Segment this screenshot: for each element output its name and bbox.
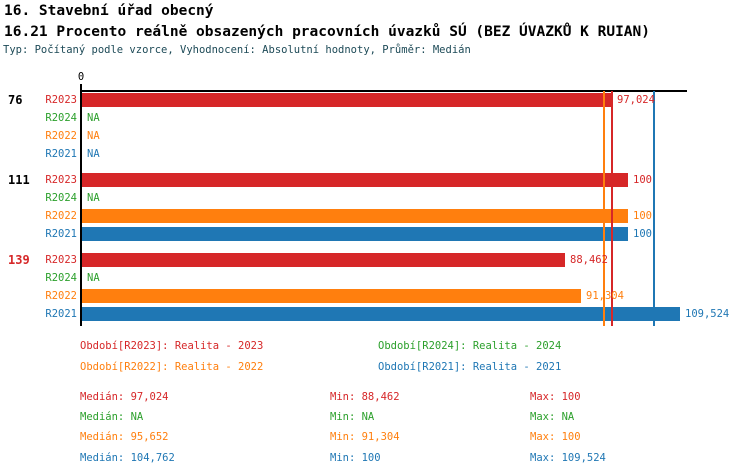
bar-value-label: 88,462 (570, 254, 608, 266)
chart-subtitle: 16.21 Procento reálně obsazených pracovn… (4, 24, 651, 40)
group-label-139: 139 (8, 253, 30, 267)
series-label-r2024: R2024 (45, 272, 77, 284)
stat-median-r2022: Medián: 95,652 (80, 431, 169, 443)
group-label-111: 111 (8, 173, 30, 187)
bar-value-label: NA (87, 130, 100, 142)
stat-max-r2022: Max: 100 (530, 431, 581, 443)
series-label-r2021: R2021 (45, 228, 77, 240)
bar-r2021-group-111[interactable] (82, 227, 628, 241)
stat-median-r2024: Medián: NA (80, 411, 144, 423)
bar-value-label: NA (87, 272, 100, 284)
series-label-r2023: R2023 (45, 174, 77, 186)
series-label-r2023: R2023 (45, 94, 77, 106)
bar-value-label: NA (87, 112, 100, 124)
bar-value-label: 100 (633, 174, 652, 186)
stat-max-r2023: Max: 100 (530, 391, 581, 403)
median-line-r2022 (603, 91, 605, 326)
series-label-r2023: R2023 (45, 254, 77, 266)
group-label-76: 76 (8, 93, 23, 107)
bar-r2023-group-139[interactable] (82, 253, 565, 267)
stat-min-r2024: Min: NA (330, 411, 375, 423)
bar-value-label: 91,304 (586, 290, 624, 302)
series-label-r2022: R2022 (45, 130, 77, 142)
bar-value-label: 100 (633, 210, 652, 222)
x-axis-line (80, 90, 687, 92)
bar-r2021-group-139[interactable] (82, 307, 680, 321)
stat-min-r2022: Min: 91,304 (330, 431, 400, 443)
bar-r2022-group-139[interactable] (82, 289, 581, 303)
series-label-r2021: R2021 (45, 148, 77, 160)
stat-max-r2021: Max: 109,524 (530, 452, 606, 464)
legend-item-r2021: Období[R2021]: Realita - 2021 (378, 361, 562, 373)
median-line-r2021 (653, 91, 655, 326)
bar-r2023-group-111[interactable] (82, 173, 628, 187)
bar-r2022-group-111[interactable] (82, 209, 628, 223)
series-label-r2024: R2024 (45, 112, 77, 124)
stat-min-r2023: Min: 88,462 (330, 391, 400, 403)
series-label-r2021: R2021 (45, 308, 77, 320)
bar-value-label: 97,024 (617, 94, 655, 106)
stat-median-r2021: Medián: 104,762 (80, 452, 175, 464)
y-axis-line (80, 84, 82, 326)
series-label-r2022: R2022 (45, 210, 77, 222)
legend-item-r2022: Období[R2022]: Realita - 2022 (80, 361, 264, 373)
legend-item-r2024: Období[R2024]: Realita - 2024 (378, 340, 562, 352)
legend-item-r2023: Období[R2023]: Realita - 2023 (80, 340, 264, 352)
chart-meta-line: Typ: Počítaný podle vzorce, Vyhodnocení:… (3, 44, 471, 56)
series-label-r2022: R2022 (45, 290, 77, 302)
series-label-r2024: R2024 (45, 192, 77, 204)
bar-value-label: 100 (633, 228, 652, 240)
bar-value-label: NA (87, 192, 100, 204)
stat-max-r2024: Max: NA (530, 411, 575, 423)
bar-value-label: 109,524 (685, 308, 730, 320)
bar-value-label: NA (87, 148, 100, 160)
axis-origin-label: 0 (77, 71, 85, 83)
median-line-r2023 (611, 91, 613, 326)
stat-min-r2021: Min: 100 (330, 452, 381, 464)
page-title: 16. Stavební úřad obecný (4, 3, 214, 19)
bar-r2023-group-76[interactable] (82, 93, 612, 107)
stat-median-r2023: Medián: 97,024 (80, 391, 169, 403)
